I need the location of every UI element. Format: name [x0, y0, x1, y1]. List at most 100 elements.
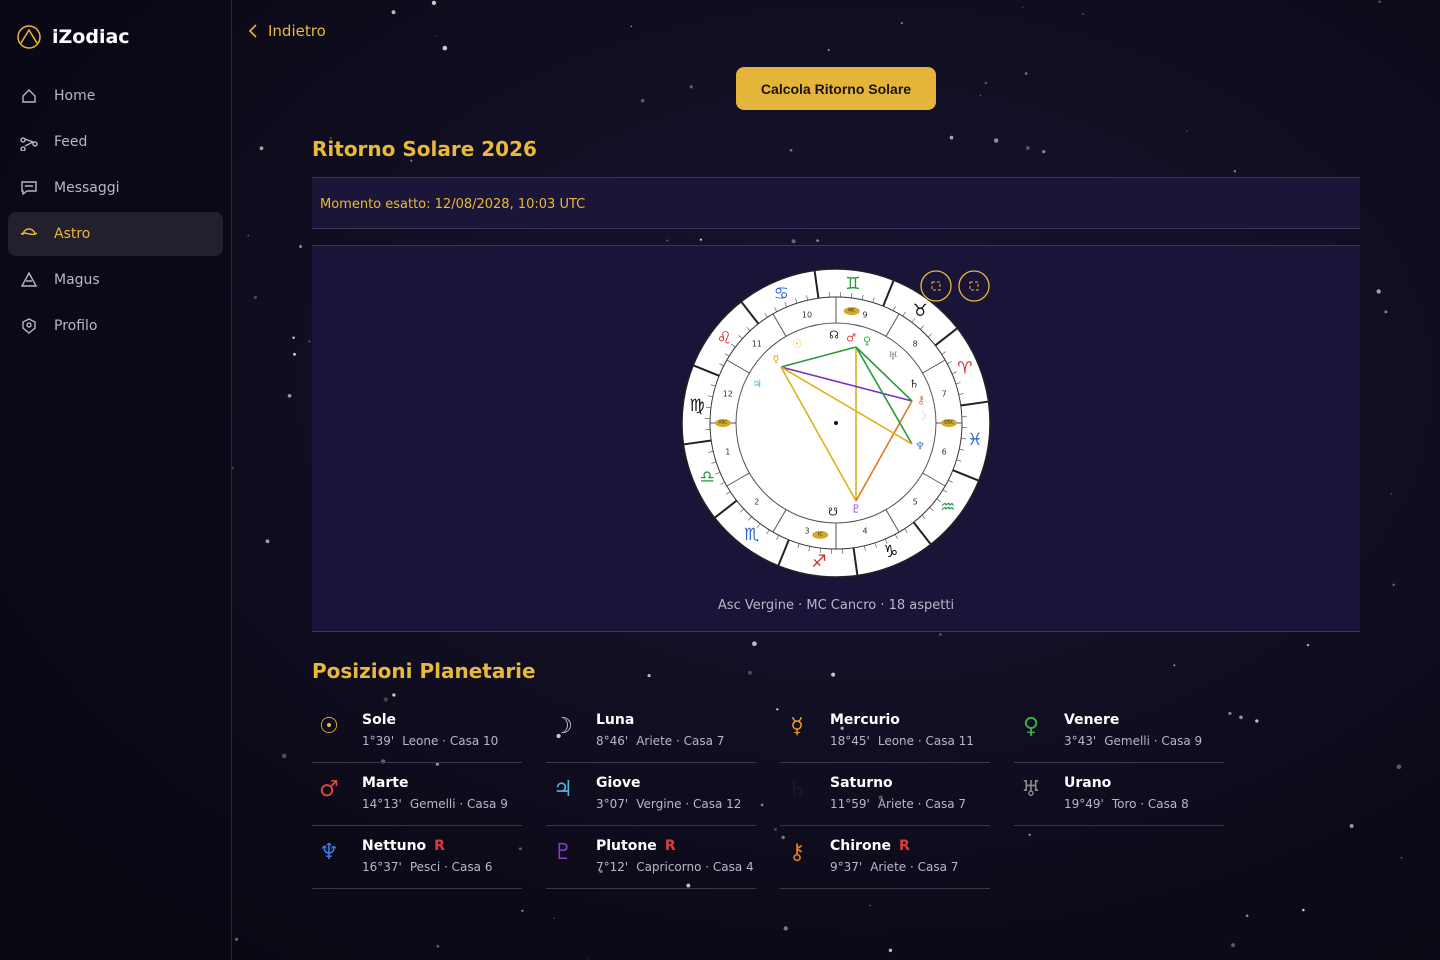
degree-tick — [951, 371, 957, 375]
natal-wheel: ♍♌♋♊♉♈♓♒♑♐♏♎123 456789101112ASCICDSCMC☉☽☿… — [681, 268, 991, 578]
degree-tick — [708, 451, 714, 453]
wheel-planet: ♀ — [863, 335, 871, 348]
star — [781, 835, 785, 840]
back-link[interactable]: Indietro — [248, 22, 326, 40]
wheel-planet: ☿ — [773, 353, 780, 366]
planet-glyph: ♃ — [553, 777, 573, 802]
planet-degree: 14°13' — [362, 797, 402, 811]
degree-tick — [927, 333, 933, 338]
house-number: 5 — [913, 498, 918, 507]
star — [442, 45, 448, 51]
star — [760, 803, 764, 807]
star — [383, 697, 388, 702]
planet-glyph: ♄ — [787, 777, 807, 802]
nav-label: Home — [54, 88, 96, 104]
star — [840, 726, 844, 730]
star — [1228, 711, 1232, 716]
degree-tick — [711, 461, 717, 464]
star — [587, 958, 589, 960]
nav-icon — [22, 89, 36, 103]
aspect-line — [780, 366, 913, 402]
planet-item: ♄ Saturno 11°59' Ariete · Casa 7 — [780, 763, 990, 826]
planet-item: ☽ Luna 8°46' Ariete · Casa 7 — [546, 700, 756, 763]
moment: Momento esatto: 12/08/2028, 10:03 UTC — [312, 177, 1360, 229]
nav-item[interactable]: Home — [8, 74, 223, 118]
planet-place: Ariete · Casa 7 — [636, 734, 725, 748]
planet-degree: 16°37' — [362, 860, 402, 874]
logo — [17, 25, 41, 49]
planet-place: Vergine · Casa 12 — [636, 797, 742, 811]
planet-name: Marte — [362, 775, 409, 791]
star — [556, 733, 561, 739]
planet-degree: 1°39' — [362, 734, 395, 748]
star — [1306, 643, 1310, 647]
star — [265, 539, 270, 544]
nav-item[interactable]: Magus — [8, 258, 223, 302]
star — [1400, 856, 1403, 859]
wheel-node: ☋ — [828, 506, 838, 519]
star — [827, 48, 830, 52]
degree-tick — [920, 325, 924, 330]
star — [1392, 583, 1395, 587]
section-title: Ritorno Solare 2026 — [312, 137, 537, 161]
star — [518, 847, 522, 851]
planet-glyph: ⚷ — [788, 840, 806, 865]
star — [435, 762, 440, 766]
degree-tick — [911, 318, 916, 323]
house-cusp — [922, 359, 946, 374]
calc-button[interactable]: Calcola Ritorno Solare — [736, 67, 936, 110]
planet-detail: 19°49' Toro · Casa 8 — [1064, 797, 1189, 811]
star — [410, 159, 413, 162]
back-label: Indietro — [268, 22, 326, 40]
planet-degree: 8°46' — [596, 734, 629, 748]
planet-detail: 8°46' Ariete · Casa 7 — [596, 734, 724, 748]
star — [293, 352, 296, 356]
planet-detail: 1°39' Leone · Casa 10 — [362, 734, 498, 748]
nav-icon — [20, 271, 38, 287]
star — [1255, 719, 1259, 723]
planet-name-row: Giove — [596, 775, 641, 791]
wheel-planet: ♅ — [888, 350, 898, 363]
house-number: 6 — [942, 447, 947, 456]
star — [435, 35, 437, 37]
degree-tick — [705, 406, 711, 408]
star — [431, 0, 437, 5]
sign-glyph: ♍ — [689, 396, 704, 416]
nav-icon-path — [22, 89, 36, 103]
planet-place: Gemelli · Casa 9 — [1104, 734, 1203, 748]
planet-place: Ariete · Casa 7 — [877, 797, 967, 811]
degree-tick — [864, 545, 866, 551]
degree-tick — [902, 311, 906, 317]
degree-tick — [892, 306, 896, 311]
planet-glyph: ☉ — [319, 714, 339, 739]
star — [287, 393, 292, 398]
sign-glyph: ♋ — [774, 284, 789, 304]
star — [316, 154, 318, 156]
planet-degree: 19°49' — [1064, 797, 1104, 811]
star — [436, 944, 440, 948]
wheel-action[interactable] — [920, 270, 952, 302]
wheel-planet: ☽ — [917, 410, 927, 423]
wheel-action[interactable] — [958, 270, 990, 302]
star — [791, 239, 796, 244]
planet-detail: 3°43' Gemelli · Casa 9 — [1064, 734, 1202, 748]
planet-name-row: Mercurio — [830, 712, 900, 728]
star — [979, 94, 982, 97]
star — [1082, 13, 1084, 15]
nav-item[interactable]: Feed — [8, 120, 223, 164]
star — [984, 81, 988, 85]
star — [938, 633, 942, 636]
nav-item[interactable]: Messaggi — [8, 166, 223, 210]
degree-tick — [884, 538, 888, 544]
nav-item[interactable]: Astro — [8, 212, 223, 256]
star — [774, 827, 777, 831]
planet-detail: 14°13' Gemelli · Casa 9 — [362, 797, 508, 811]
house-number: 2 — [754, 498, 759, 507]
planet-glyph: ♀ — [1022, 714, 1040, 739]
degree-tick — [806, 295, 808, 301]
star — [607, 782, 611, 786]
planet-place: Toro · Casa 8 — [1111, 797, 1189, 811]
nav-item[interactable]: Profilo — [8, 304, 223, 348]
nav-label: Profilo — [54, 318, 98, 334]
degree-tick — [947, 361, 952, 365]
